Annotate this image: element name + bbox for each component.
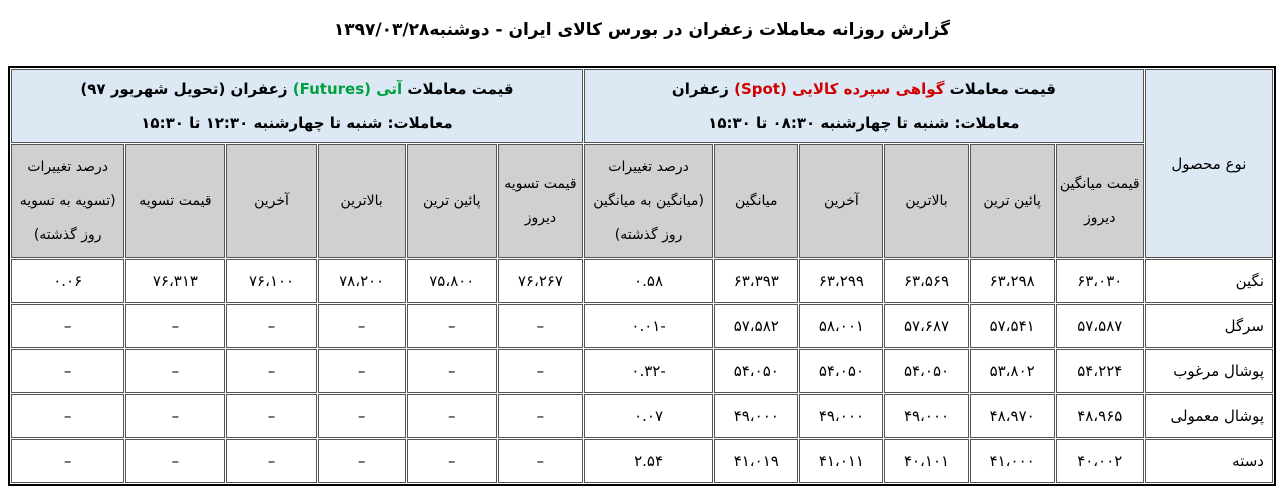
spot-value-cell: ۶۳،۲۹۹: [799, 259, 884, 303]
product-name: پوشال معمولی: [1144, 394, 1273, 438]
spot-value-cell: ۴۹،۰۰۰: [714, 394, 799, 438]
spot-value-cell: ۴۱،۰۱۱: [799, 439, 884, 483]
futures-value-cell: –: [11, 439, 125, 483]
futures-column-header: قیمت تسویه: [125, 144, 226, 258]
spot-value-cell: ۴۱،۰۰۰: [969, 439, 1055, 483]
futures-value-cell: –: [125, 439, 226, 483]
futures-value-cell: ۷۶،۱۰۰: [226, 259, 317, 303]
futures-value-cell: –: [226, 439, 317, 483]
spot-column-header: میانگین: [714, 144, 799, 258]
futures-value-cell: –: [497, 349, 583, 393]
futures-column-header: قیمت تسویه دیروز: [497, 144, 583, 258]
spot-value-cell: ۵۷،۵۴۱: [969, 304, 1055, 348]
futures-value-cell: –: [226, 349, 317, 393]
spot-value-cell: ۰.۰۷: [583, 394, 714, 438]
product-name: نگین: [1144, 259, 1273, 303]
spot-section-header: قیمت معاملات گواهی سپرده کالایی (Spot) ز…: [583, 69, 1144, 143]
futures-value-cell: –: [406, 394, 497, 438]
table-row: دسته ۴۰،۰۰۲ ۴۱،۰۰۰ ۴۰،۱۰۱ ۴۱،۰۱۱ ۴۱،۰۱۹ ۲.۵۴– –…: [11, 439, 1273, 483]
product-name: پوشال مرغوب: [1144, 349, 1273, 393]
spot-column-header: بالاترین: [884, 144, 969, 258]
product-name: دسته: [1144, 439, 1273, 483]
spot-value-cell: -۰.۰۱: [583, 304, 714, 348]
report-title: گزارش روزانه معاملات زعفران در بورس کالا…: [333, 20, 951, 40]
futures-value-cell: –: [11, 349, 125, 393]
futures-value-cell: –: [226, 394, 317, 438]
futures-value-cell: –: [11, 304, 125, 348]
table-row: سرگل ۵۷،۵۸۷ ۵۷،۵۴۱ ۵۷،۶۸۷ ۵۸،۰۰۱ ۵۷،۵۸۲ -۰.۰۱–…: [11, 304, 1273, 348]
spot-value-cell: ۴۸،۹۶۵: [1055, 394, 1144, 438]
spot-column-header: پائین ترین: [969, 144, 1055, 258]
futures-value-cell: –: [317, 349, 406, 393]
spot-value-cell: ۴۹،۰۰۰: [884, 394, 969, 438]
futures-value-cell: ۷۵،۸۰۰: [406, 259, 497, 303]
spot-value-cell: ۵۴،۰۵۰: [884, 349, 969, 393]
futures-value-cell: –: [406, 349, 497, 393]
futures-section-header: قیمت معاملات آتی (Futures) زعفران (تحویل…: [11, 69, 583, 143]
futures-value-cell: –: [406, 439, 497, 483]
futures-value-cell: –: [497, 304, 583, 348]
futures-value-cell: –: [226, 304, 317, 348]
futures-value-cell: –: [125, 394, 226, 438]
spot-value-cell: ۵۷،۵۸۷: [1055, 304, 1144, 348]
spot-value-cell: ۰.۵۸: [583, 259, 714, 303]
futures-value-cell: –: [11, 394, 125, 438]
spot-value-cell: ۵۴،۰۵۰: [799, 349, 884, 393]
futures-column-header: آخرین: [226, 144, 317, 258]
spot-column-header: درصد تغییرات (میانگین به میانگین روز گذش…: [583, 144, 714, 258]
table-row: نگین ۶۳،۰۳۰ ۶۳،۲۹۸ ۶۳،۵۶۹ ۶۳،۲۹۹ ۶۳،۳۹۳ ۰.۵۸ ۷۶…: [11, 259, 1273, 303]
spot-value-cell: ۵۳،۸۰۲: [969, 349, 1055, 393]
futures-value-cell: –: [125, 304, 226, 348]
spot-value-cell: ۵۷،۶۸۷: [884, 304, 969, 348]
table-row: پوشال مرغوب ۵۴،۲۲۴ ۵۳،۸۰۲ ۵۴،۰۵۰ ۵۴،۰۵۰ ۵۴،۰۵…: [11, 349, 1273, 393]
spot-value-cell: ۶۳،۳۹۳: [714, 259, 799, 303]
futures-value-cell: –: [406, 304, 497, 348]
spot-value-cell: -۰.۳۲: [583, 349, 714, 393]
spot-value-cell: ۶۳،۵۶۹: [884, 259, 969, 303]
futures-value-cell: ۷۶،۲۶۷: [497, 259, 583, 303]
spot-column-header: قیمت میانگین دیروز: [1055, 144, 1144, 258]
spot-value-cell: ۴۱،۰۱۹: [714, 439, 799, 483]
futures-value-cell: –: [497, 394, 583, 438]
futures-value-cell: –: [317, 304, 406, 348]
futures-value-cell: ۷۸،۲۰۰: [317, 259, 406, 303]
futures-column-header: درصد تغییرات (تسویه به تسویه روز گذشته): [11, 144, 125, 258]
saffron-trading-table: نوع محصول قیمت معاملات گواهی سپرده کالای…: [8, 66, 1276, 486]
futures-value-cell: –: [317, 394, 406, 438]
spot-value-cell: ۵۴،۰۵۰: [714, 349, 799, 393]
futures-column-header: بالاترین: [317, 144, 406, 258]
futures-value-cell: –: [317, 439, 406, 483]
futures-hours: معاملات: شنبه تا چهارشنبه ۱۲:۳۰ تا ۱۵:۳۰: [141, 114, 453, 132]
spot-value-cell: ۴۰،۰۰۲: [1055, 439, 1144, 483]
spot-value-cell: ۶۳،۰۳۰: [1055, 259, 1144, 303]
futures-column-header: پائین ترین: [406, 144, 497, 258]
futures-value-cell: ۷۶،۳۱۳: [125, 259, 226, 303]
spot-value-cell: ۵۸،۰۰۱: [799, 304, 884, 348]
product-type-header: نوع محصول: [1144, 69, 1273, 258]
spot-value-cell: ۶۳،۲۹۸: [969, 259, 1055, 303]
spot-value-cell: ۵۷،۵۸۲: [714, 304, 799, 348]
futures-value-cell: –: [125, 349, 226, 393]
product-name: سرگل: [1144, 304, 1273, 348]
spot-value-cell: ۴۸،۹۷۰: [969, 394, 1055, 438]
spot-value-cell: ۴۹،۰۰۰: [799, 394, 884, 438]
spot-value-cell: ۵۴،۲۲۴: [1055, 349, 1144, 393]
table-row: پوشال معمولی ۴۸،۹۶۵ ۴۸،۹۷۰ ۴۹،۰۰۰ ۴۹،۰۰۰ ۴۹،۰…: [11, 394, 1273, 438]
spot-column-header: آخرین: [799, 144, 884, 258]
futures-value-cell: ۰.۰۶: [11, 259, 125, 303]
spot-value-cell: ۲.۵۴: [583, 439, 714, 483]
spot-hours: معاملات: شنبه تا چهارشنبه ۰۸:۳۰ تا ۱۵:۳۰: [708, 114, 1020, 132]
spot-value-cell: ۴۰،۱۰۱: [884, 439, 969, 483]
futures-value-cell: –: [497, 439, 583, 483]
